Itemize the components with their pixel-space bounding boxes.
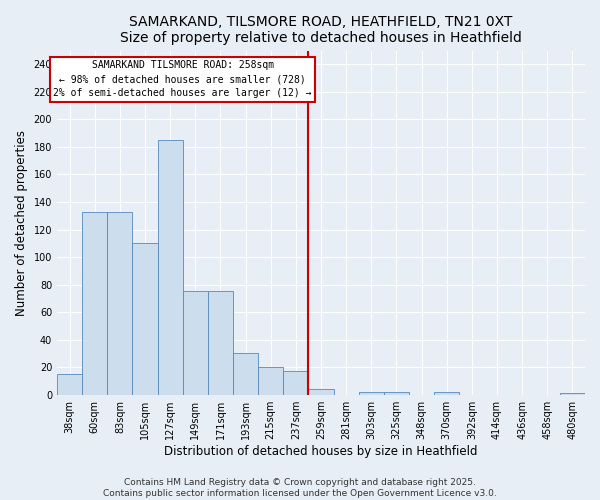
- Bar: [133, 244, 158, 394]
- Bar: [434, 392, 459, 394]
- Bar: [208, 292, 233, 395]
- X-axis label: Distribution of detached houses by size in Heathfield: Distribution of detached houses by size …: [164, 444, 478, 458]
- Bar: [233, 354, 258, 395]
- Bar: [183, 292, 208, 395]
- Bar: [283, 372, 308, 394]
- Text: Contains HM Land Registry data © Crown copyright and database right 2025.
Contai: Contains HM Land Registry data © Crown c…: [103, 478, 497, 498]
- Bar: [308, 389, 334, 394]
- Bar: [359, 392, 384, 394]
- Bar: [258, 367, 283, 394]
- Title: SAMARKAND, TILSMORE ROAD, HEATHFIELD, TN21 0XT
Size of property relative to deta: SAMARKAND, TILSMORE ROAD, HEATHFIELD, TN…: [120, 15, 522, 45]
- Bar: [57, 374, 82, 394]
- Bar: [384, 392, 409, 394]
- Bar: [158, 140, 183, 394]
- Bar: [107, 212, 133, 394]
- Bar: [82, 212, 107, 394]
- Text: SAMARKAND TILSMORE ROAD: 258sqm
← 98% of detached houses are smaller (728)
2% of: SAMARKAND TILSMORE ROAD: 258sqm ← 98% of…: [53, 60, 312, 98]
- Y-axis label: Number of detached properties: Number of detached properties: [15, 130, 28, 316]
